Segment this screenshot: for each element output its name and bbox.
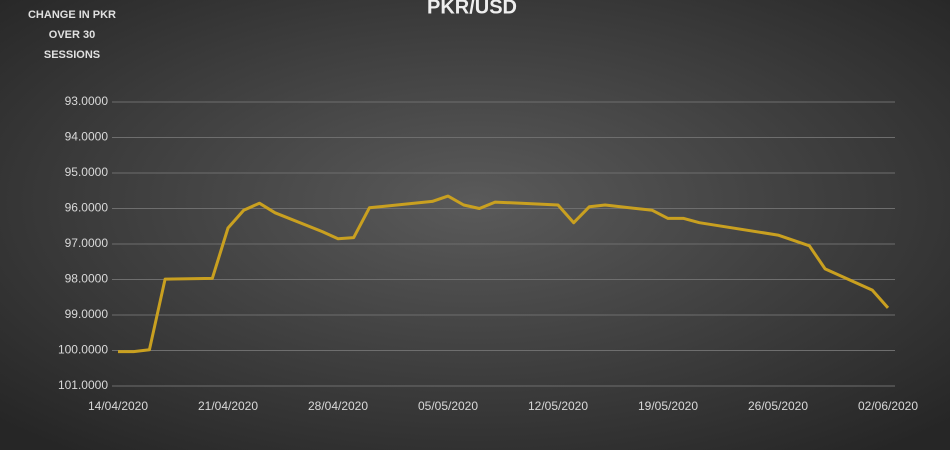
series-line bbox=[118, 194, 890, 354]
y-tick-label: 97.0000 bbox=[65, 236, 109, 250]
y-tick-label: 99.0000 bbox=[65, 307, 109, 321]
y-tick-label: 101.0000 bbox=[58, 378, 108, 392]
x-tick-label: 21/04/2020 bbox=[198, 399, 258, 413]
y-tick-label: 96.0000 bbox=[65, 201, 109, 215]
chart-title: PKR/USD bbox=[427, 0, 517, 18]
x-tick-label: 26/05/2020 bbox=[748, 399, 808, 413]
x-tick-label: 19/05/2020 bbox=[638, 399, 698, 413]
y-tick-label: 93.0000 bbox=[65, 94, 109, 108]
annotation: CHANGE IN PKR OVER 30 SESSIONS bbox=[27, 9, 116, 61]
x-tick-label: 28/04/2020 bbox=[308, 399, 368, 413]
y-tick-label: 100.0000 bbox=[58, 343, 108, 357]
x-tick-label: 14/04/2020 bbox=[88, 399, 148, 413]
y-tick-label: 94.0000 bbox=[65, 130, 109, 144]
x-tick-label: 02/06/2020 bbox=[858, 399, 918, 413]
y-tick-label: 98.0000 bbox=[65, 272, 109, 286]
y-tick-label: 95.0000 bbox=[65, 165, 109, 179]
x-tick-label: 05/05/2020 bbox=[418, 399, 478, 413]
x-tick-label: 12/05/2020 bbox=[528, 399, 588, 413]
